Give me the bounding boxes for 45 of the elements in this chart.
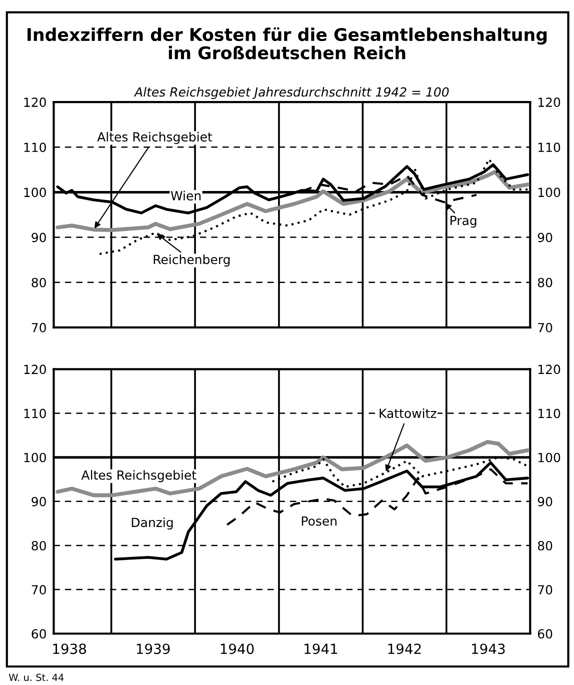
annotation: Prag: [450, 216, 476, 228]
annotation: Altes Reichsgebiet: [97, 132, 212, 144]
y-tick-label: 120: [24, 98, 46, 107]
x-tick-label: 1941: [304, 644, 338, 654]
x-tick-label: 1939: [136, 644, 170, 654]
y-tick-label: 60: [32, 629, 46, 639]
y-tick-label: 90: [32, 232, 46, 242]
chart-title: Indexziffern der Kosten für die Gesamtlebenshaltung im Großdeutschen Reich: [28, 27, 547, 60]
y2-tick-label: 90: [538, 232, 552, 242]
y-tick-label: 110: [24, 408, 46, 418]
y-tick-label: 80: [32, 278, 46, 288]
y2-tick-label: 120: [538, 364, 560, 374]
y-tick-label: 110: [24, 142, 46, 152]
y-tick-label: 100: [24, 188, 46, 198]
annotation: Posen: [302, 516, 336, 526]
y2-tick-label: 70: [538, 322, 552, 332]
y2-tick-label: 120: [538, 98, 560, 107]
line-series: [56, 440, 530, 498]
x-tick-label: 1940: [220, 644, 254, 654]
y2-tick-label: 70: [538, 585, 552, 594]
chart-subtitle: Altes Reichsgebiet Jahresdurchschnitt 1942 = 100: [134, 87, 449, 100]
y2-tick-label: 90: [538, 496, 552, 506]
annotation: Wien: [170, 190, 201, 200]
annotation: Altes Reichsgebiet: [81, 470, 196, 482]
annotation: Kattowitz: [380, 408, 436, 418]
y2-tick-label: 60: [538, 629, 552, 639]
text: W. u. St. 44: [8, 674, 64, 682]
y-tick-label: 120: [24, 364, 46, 374]
y2-tick-label: 100: [538, 188, 560, 198]
annotation: Danzig: [132, 517, 173, 530]
y2-tick-label: 110: [538, 142, 560, 152]
line-series: [56, 170, 530, 232]
y-tick-label: 100: [24, 452, 46, 462]
annotation: Reichenberg: [154, 254, 230, 267]
y2-tick-label: 110: [538, 408, 560, 418]
x-tick-label: 1942: [388, 644, 421, 654]
y-tick-label: 80: [32, 540, 46, 550]
x-tick-label: 1938: [53, 644, 86, 654]
y2-tick-label: 80: [538, 278, 552, 288]
y-tick-label: 70: [32, 322, 46, 332]
y2-tick-label: 80: [538, 540, 552, 550]
x-tick-label: 1943: [472, 644, 505, 654]
y-tick-label: 90: [32, 496, 46, 506]
y2-tick-label: 100: [538, 452, 560, 462]
y-tick-label: 70: [32, 585, 46, 594]
